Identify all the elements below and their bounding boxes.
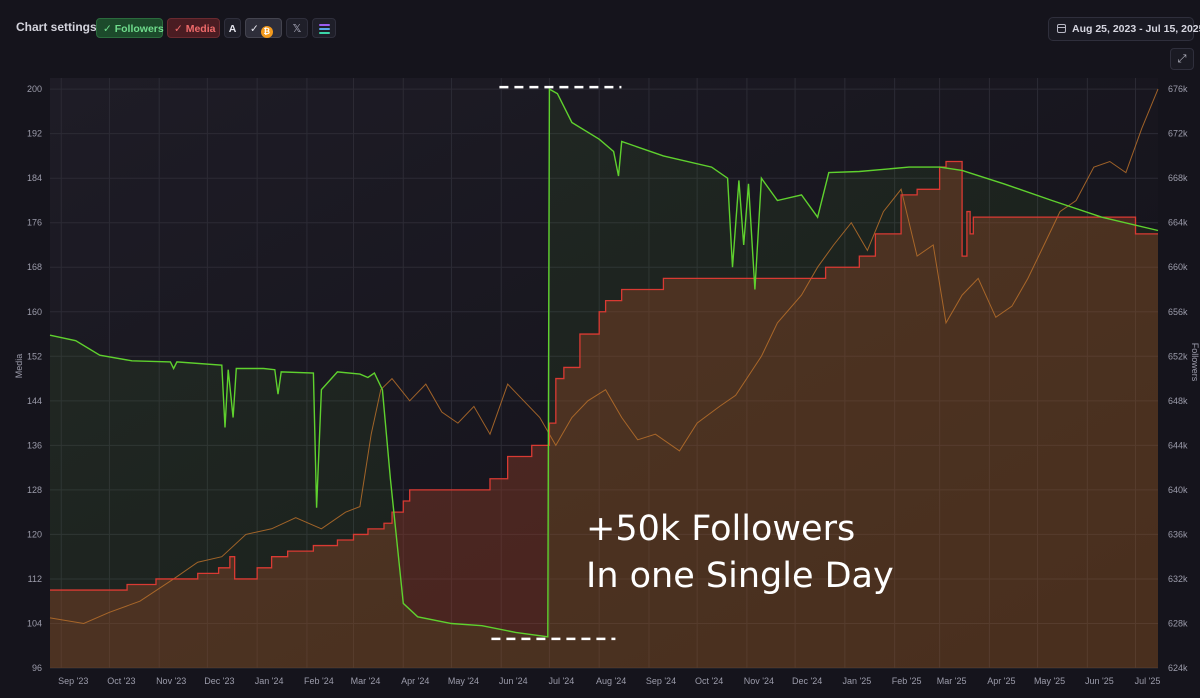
x-tick-label: Jul '24 xyxy=(549,676,575,686)
y-right-tick-label: 624k xyxy=(1168,663,1188,673)
date-range-label: Aug 25, 2023 - Jul 15, 2025 xyxy=(1072,23,1200,35)
followers-line xyxy=(49,87,1159,638)
y-right-tick-label: 660k xyxy=(1168,262,1188,272)
x-tick-label: Nov '24 xyxy=(744,676,774,686)
y-left-tick-label: 152 xyxy=(27,351,42,361)
x-tick-label: Jul '25 xyxy=(1135,676,1161,686)
series-lines xyxy=(49,87,1159,638)
x-tick-label: May '24 xyxy=(448,676,479,686)
y-left-tick-label: 120 xyxy=(27,529,42,539)
y-right-axis-title: Followers xyxy=(1190,343,1200,382)
x-tick-label: Feb '25 xyxy=(892,676,922,686)
y-left-tick-label: 192 xyxy=(27,129,42,139)
media-toggle[interactable]: ✓ Media xyxy=(167,18,220,38)
expand-button[interactable]: ⤢ xyxy=(1170,48,1194,70)
y-left-tick-label: 200 xyxy=(27,84,42,94)
x-tick-label: Nov '23 xyxy=(156,676,186,686)
y-left-tick-label: 176 xyxy=(27,218,42,228)
x-tick-label: Dec '24 xyxy=(792,676,822,686)
followers-toggle[interactable]: ✓ Followers xyxy=(96,18,164,38)
check-icon: ✓ xyxy=(103,23,115,35)
coin-icon: ₿ xyxy=(260,26,273,38)
y-right-tick-label: 664k xyxy=(1168,218,1188,228)
solana-icon xyxy=(313,19,335,34)
y-left-tick-label: 168 xyxy=(27,262,42,272)
calendar-icon xyxy=(1057,24,1066,33)
x-tick-label: Mar '24 xyxy=(351,676,381,686)
y-left-axis-title: Media xyxy=(14,354,24,379)
y-left-tick-label: 160 xyxy=(27,307,42,317)
y-right-tick-label: 628k xyxy=(1168,618,1188,628)
axes: 96 104 112 120 128 136 144 152 160 168 176 184 192 20… xyxy=(14,84,1200,686)
y-right-tick-label: 656k xyxy=(1168,307,1188,317)
y-left-tick-label: 112 xyxy=(28,574,42,584)
date-range-picker[interactable]: Aug 25, 2023 - Jul 15, 2025 xyxy=(1048,17,1200,41)
annotation-line-2: In one Single Day xyxy=(586,556,894,596)
x-tick-label: Aug '24 xyxy=(596,676,626,686)
x-tick-label: Sep '24 xyxy=(646,676,676,686)
x-tick-label: Jan '25 xyxy=(842,676,871,686)
x-tick-label: Mar '25 xyxy=(937,676,967,686)
check-icon: ✓ xyxy=(174,23,186,35)
y-right-tick-label: 652k xyxy=(1168,351,1188,361)
y-left-tick-label: 184 xyxy=(27,173,42,183)
x-tick-label: Apr '24 xyxy=(401,676,429,686)
y-right-tick-label: 668k xyxy=(1168,173,1188,183)
x-toggle[interactable]: 𝕏 xyxy=(286,18,308,38)
y-left-tick-label: 136 xyxy=(27,440,42,450)
x-tick-label: Jan '24 xyxy=(255,676,284,686)
y-left-tick-label: 144 xyxy=(27,396,42,406)
followers-toggle-label: Followers xyxy=(114,23,164,35)
y-right-tick-label: 636k xyxy=(1168,529,1188,539)
y-left-tick-label: 104 xyxy=(27,618,42,628)
expand-icon: ⤢ xyxy=(1177,53,1187,65)
y-right-tick-label: 672k xyxy=(1168,129,1188,139)
annotation-line-1: +50k Followers xyxy=(586,509,855,549)
x-tick-label: Sep '23 xyxy=(58,676,88,686)
a-toggle[interactable]: A xyxy=(224,18,241,38)
y-left-tick-label: 96 xyxy=(32,663,42,673)
y-right-tick-label: 676k xyxy=(1168,84,1188,94)
media-line xyxy=(50,160,1158,591)
y-left-tick-label: 128 xyxy=(27,485,42,495)
coin-toggle[interactable]: ✓ ₿ xyxy=(245,18,282,38)
y-right-tick-label: 648k xyxy=(1168,396,1188,406)
y-right-tick-label: 644k xyxy=(1168,440,1188,450)
annotations: +50k Followers In one Single Day xyxy=(491,85,894,641)
solana-toggle[interactable] xyxy=(312,18,336,38)
x-tick-label: Jun '24 xyxy=(499,676,528,686)
price-line xyxy=(49,88,1159,625)
x-tick-label: Apr '25 xyxy=(987,676,1015,686)
x-tick-label: Dec '23 xyxy=(204,676,234,686)
y-right-tick-label: 632k xyxy=(1168,574,1188,584)
x-tick-label: Oct '24 xyxy=(695,676,723,686)
chart-settings-label: Chart settings: xyxy=(16,20,101,34)
y-right-tick-label: 640k xyxy=(1168,485,1188,495)
check-icon: ✓ xyxy=(250,23,259,35)
chart-toolbar: Chart settings: ✓ Followers ✓ Media A ✓ ₿… xyxy=(0,0,1200,52)
x-tick-label: May '25 xyxy=(1034,676,1065,686)
media-area xyxy=(50,161,1158,668)
x-tick-label: Jun '25 xyxy=(1085,676,1114,686)
media-toggle-label: Media xyxy=(185,23,216,35)
x-tick-label: Feb '24 xyxy=(304,676,334,686)
grid-lines xyxy=(50,78,1158,669)
x-tick-label: Oct '23 xyxy=(107,676,135,686)
